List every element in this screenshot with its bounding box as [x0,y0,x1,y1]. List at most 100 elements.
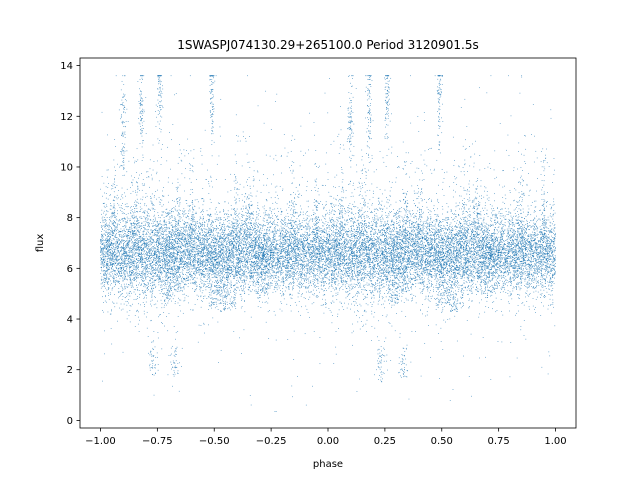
data-point [258,226,259,227]
data-point [155,219,156,220]
data-point [220,256,221,257]
data-point [536,226,537,227]
data-point [130,233,131,234]
data-point [221,258,222,259]
data-point [243,275,244,276]
data-point [464,283,465,284]
data-point [139,240,140,241]
data-point [499,263,500,264]
data-point [317,230,318,231]
data-point [167,278,168,279]
data-point [450,250,451,251]
data-point [124,225,125,226]
data-point [298,216,299,217]
data-point [482,228,483,229]
data-point [154,258,155,259]
data-point [401,253,402,254]
data-point [161,256,162,257]
data-point [357,277,358,278]
data-point [312,246,313,247]
data-point [484,265,485,266]
data-point [341,286,342,287]
data-point [347,240,348,241]
data-point [305,298,306,299]
data-point [275,202,276,203]
data-point [272,245,273,246]
data-point [509,219,510,220]
data-point [181,227,182,228]
data-point [201,263,202,264]
data-point [404,254,405,255]
data-point [346,282,347,283]
data-point [533,275,534,276]
data-point [331,245,332,246]
data-point [297,265,298,266]
data-point [143,302,144,303]
data-point [420,269,421,270]
data-point [364,269,365,270]
data-point [343,277,344,278]
data-point [285,274,286,275]
data-point [415,277,416,278]
data-point [289,263,290,264]
data-point [263,237,264,238]
data-point [485,270,486,271]
data-point [546,222,547,223]
data-point [397,217,398,218]
data-point [102,282,103,283]
data-point [395,237,396,238]
data-point [541,286,542,287]
data-point [113,276,114,277]
data-point [378,210,379,211]
data-point [514,274,515,275]
data-point [252,196,253,197]
data-point [179,283,180,284]
data-point [288,277,289,278]
data-point [201,244,202,245]
data-point [187,233,188,234]
data-point [428,262,429,263]
data-point [510,251,511,252]
data-point [516,252,517,253]
data-point [463,273,464,274]
data-point [373,253,374,254]
data-point [445,259,446,260]
data-point [409,227,410,228]
data-point [150,198,151,199]
data-point [101,263,102,264]
data-point [394,229,395,230]
data-point [491,237,492,238]
data-point [480,253,481,254]
data-point [338,256,339,257]
data-point [513,223,514,224]
data-point [381,230,382,231]
data-point [371,293,372,294]
data-point [452,239,453,240]
data-point [299,249,300,250]
data-point [322,256,323,257]
data-point [309,255,310,256]
data-point [352,225,353,226]
data-point [243,256,244,257]
data-point [383,304,384,305]
data-point [360,256,361,257]
data-point [156,245,157,246]
data-point [176,276,177,277]
data-point [158,275,159,276]
data-point [519,234,520,235]
data-point [393,231,394,232]
data-point [471,261,472,262]
data-point [235,242,236,243]
data-point [463,254,464,255]
data-point [532,253,533,254]
data-point [246,238,247,239]
data-point [397,213,398,214]
data-point [307,266,308,267]
data-point [220,273,221,274]
data-point [194,277,195,278]
data-point [269,246,270,247]
data-point [177,280,178,281]
data-point [436,274,437,275]
data-point [121,236,122,237]
data-point [513,274,514,275]
